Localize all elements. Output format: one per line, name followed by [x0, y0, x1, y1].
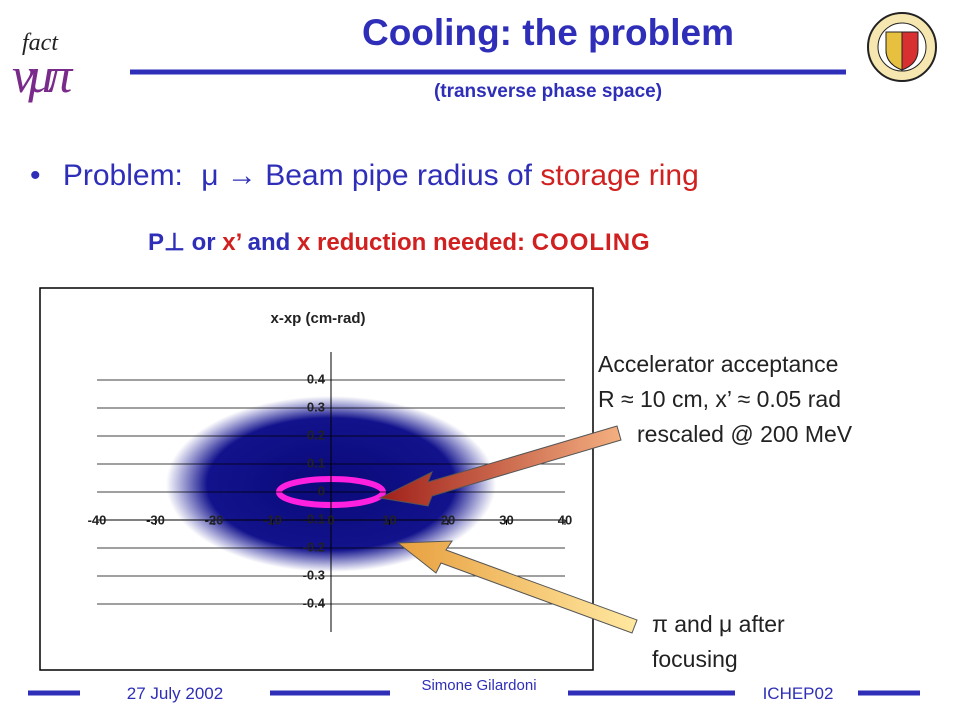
y-tick-label: 0.2 — [307, 427, 325, 442]
bullet-text: Problem: — [63, 159, 183, 192]
seal — [867, 12, 937, 82]
x-tick-label: 30 — [499, 512, 513, 527]
logo: fact νμπ — [12, 30, 80, 103]
x-tick-label: -40 — [88, 512, 107, 527]
y-tick-label: 0.1 — [307, 455, 325, 470]
subline-text: x reduction needed: — [297, 229, 525, 256]
logo-text: fact — [22, 30, 59, 56]
bullet-highlight: storage ring — [540, 159, 698, 192]
subtitle: (transverse phase space) — [434, 81, 662, 102]
subline-text: x’ — [222, 229, 241, 256]
y-tick-label: 0.4 — [307, 371, 326, 386]
annotation: Accelerator acceptance — [598, 351, 838, 377]
arrow — [396, 540, 638, 634]
bullet: • Problem: μ → Beam pipe radius of stora… — [30, 159, 699, 192]
y-tick-label: 0 — [318, 483, 325, 498]
annotation: π and μ after — [652, 611, 785, 637]
subline: P⊥ or x’ and x reduction needed: COOLING — [148, 229, 651, 256]
x-tick-label: -20 — [205, 512, 224, 527]
footer-date: 27 July 2002 — [127, 684, 223, 703]
y-tick-label: -0.4 — [303, 595, 326, 610]
x-tick-label: 20 — [441, 512, 455, 527]
bullet-text: μ → Beam pipe radius of — [201, 159, 532, 192]
chart-title: x-xp (cm-rad) — [270, 310, 365, 327]
chart: x-xp (cm-rad) 0.40.30.20.10-0.1-0.2-0.3-… — [39, 287, 594, 671]
x-tick-label: 0 — [327, 512, 334, 527]
subline-text: P⊥ or — [148, 229, 216, 256]
x-tick-label: -30 — [146, 512, 165, 527]
x-tick-label: -10 — [263, 512, 282, 527]
annotation: focusing — [652, 646, 738, 672]
annotation: R ≈ 10 cm, x’ ≈ 0.05 rad — [598, 386, 841, 412]
annotation: rescaled @ 200 MeV — [637, 421, 853, 447]
arrow — [378, 425, 622, 507]
y-tick-label: 0.3 — [307, 399, 325, 414]
footer-event: ICHEP02 — [763, 684, 834, 703]
x-tick-label: 40 — [558, 512, 572, 527]
subline-text: and — [248, 229, 291, 256]
y-tick-label: -0.2 — [303, 539, 325, 554]
y-tick-label: -0.3 — [303, 567, 325, 582]
x-tick-label: 10 — [382, 512, 396, 527]
y-tick-label: -0.1 — [303, 511, 325, 526]
title: Cooling: the problem — [362, 12, 734, 53]
footer-author: Simone Gilardoni — [421, 677, 536, 694]
subline-text: COOLING — [532, 229, 651, 256]
logo-letters: νμπ — [12, 47, 74, 103]
